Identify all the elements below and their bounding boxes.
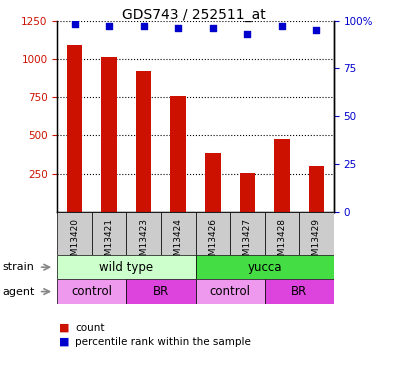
Bar (309, 166, 324, 212)
Text: GSM13421: GSM13421 (105, 218, 114, 267)
Bar (196, 212, 230, 255)
Bar (230, 212, 265, 255)
Text: GSM13426: GSM13426 (208, 218, 217, 267)
Bar (92, 212, 126, 255)
Bar (196, 279, 265, 304)
Bar (102, 57, 117, 212)
Bar (57, 212, 92, 255)
Text: BR: BR (291, 285, 307, 298)
Text: percentile rank within the sample: percentile rank within the sample (75, 337, 251, 347)
Text: control: control (210, 285, 250, 298)
Point (175, 25, 181, 31)
Text: GSM13424: GSM13424 (174, 218, 183, 267)
Point (106, 23, 112, 29)
Bar (57, 255, 196, 279)
Bar (57, 279, 126, 304)
Bar (67, 45, 82, 212)
Text: agent: agent (2, 286, 34, 297)
Point (210, 25, 216, 31)
Text: GSM13423: GSM13423 (139, 218, 148, 267)
Text: GSM13420: GSM13420 (70, 218, 79, 267)
Bar (196, 255, 334, 279)
Bar (126, 212, 161, 255)
Text: GSM13428: GSM13428 (277, 218, 286, 267)
Bar (161, 212, 196, 255)
Text: count: count (75, 323, 105, 333)
Text: ■: ■ (59, 323, 70, 333)
Bar (240, 173, 255, 212)
Bar (171, 96, 186, 212)
Bar (126, 279, 196, 304)
Text: GDS743 / 252511_at: GDS743 / 252511_at (122, 8, 265, 22)
Text: yucca: yucca (247, 261, 282, 274)
Bar (265, 279, 334, 304)
Point (71, 21, 78, 27)
Bar (265, 212, 299, 255)
Bar (274, 139, 290, 212)
Bar (205, 153, 220, 212)
Point (244, 31, 250, 37)
Text: GSM13427: GSM13427 (243, 218, 252, 267)
Text: strain: strain (2, 262, 34, 272)
Bar (136, 71, 151, 212)
Point (313, 27, 320, 33)
Text: GSM13429: GSM13429 (312, 218, 321, 267)
Text: BR: BR (153, 285, 169, 298)
Point (141, 23, 147, 29)
Text: ■: ■ (59, 337, 70, 347)
Text: wild type: wild type (99, 261, 154, 274)
Bar (299, 212, 334, 255)
Point (279, 23, 285, 29)
Text: control: control (71, 285, 112, 298)
